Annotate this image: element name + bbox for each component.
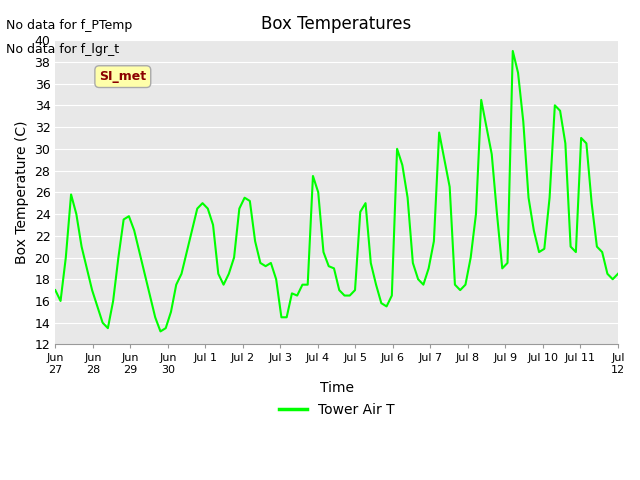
Text: No data for f_lgr_t: No data for f_lgr_t [6, 43, 120, 56]
Text: SI_met: SI_met [99, 70, 147, 83]
Legend: Tower Air T: Tower Air T [273, 397, 400, 423]
Y-axis label: Box Temperature (C): Box Temperature (C) [15, 120, 29, 264]
X-axis label: Time: Time [319, 381, 354, 395]
Title: Box Temperatures: Box Temperatures [262, 15, 412, 33]
Text: No data for f_PTemp: No data for f_PTemp [6, 19, 132, 32]
